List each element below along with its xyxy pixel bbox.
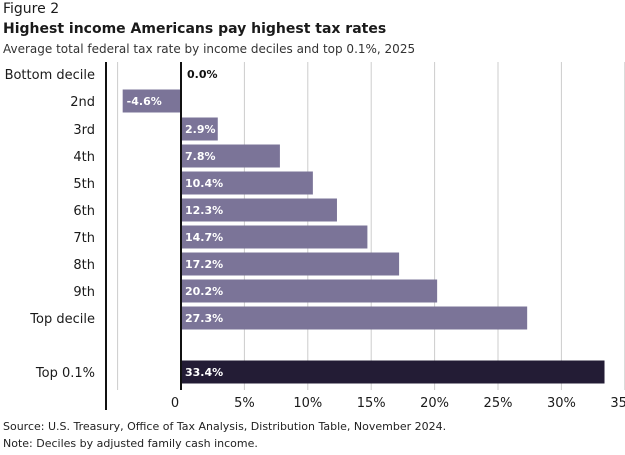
category-label: 4th [73, 150, 95, 165]
data-label: 17.2% [185, 258, 223, 271]
data-label: 10.4% [185, 177, 223, 190]
data-label: 20.2% [185, 285, 223, 298]
bar [181, 252, 400, 276]
category-label: 9th [73, 285, 95, 300]
x-tick-label: 5% [234, 396, 255, 411]
bar [181, 198, 337, 222]
x-tick-label: 20% [420, 396, 449, 411]
figure-label: Figure 2 [3, 1, 60, 17]
data-label: 27.3% [185, 312, 223, 325]
chart-subtitle: Average total federal tax rate by income… [3, 42, 416, 56]
category-label: Bottom decile [5, 68, 95, 83]
category-label: 3rd [73, 123, 95, 138]
data-label: 0.0% [187, 68, 218, 81]
category-label: 7th [73, 231, 95, 246]
data-label: 33.4% [185, 366, 223, 379]
data-label: 2.9% [185, 123, 216, 136]
bar [181, 171, 313, 195]
footnote: Note: Deciles by adjusted family cash in… [3, 437, 258, 450]
category-label: 6th [73, 204, 95, 219]
x-tick-label: 25% [484, 396, 513, 411]
source-note: Source: U.S. Treasury, Office of Tax Ana… [3, 420, 447, 433]
category-label: Top decile [29, 312, 95, 327]
bar [181, 306, 528, 330]
data-label: 7.8% [185, 150, 216, 163]
bar [122, 89, 181, 113]
x-tick-label: 30% [547, 396, 576, 411]
bar [181, 360, 605, 384]
x-tick-label: 0 [171, 396, 179, 411]
bar [181, 279, 438, 303]
data-label: -4.6% [127, 95, 162, 108]
category-label: 5th [73, 177, 95, 192]
x-tick-label: 10% [293, 396, 322, 411]
bar [181, 144, 280, 168]
category-label: Top 0.1% [35, 366, 95, 381]
bar [181, 117, 218, 141]
x-tick-label: 35% [610, 396, 625, 411]
category-label: 8th [73, 258, 95, 273]
x-tick-label: 15% [357, 396, 386, 411]
data-label: 12.3% [185, 204, 223, 217]
data-label: 14.7% [185, 231, 223, 244]
bar [181, 225, 368, 249]
category-label: 2nd [70, 95, 95, 110]
chart-title: Highest income Americans pay highest tax… [3, 21, 387, 37]
